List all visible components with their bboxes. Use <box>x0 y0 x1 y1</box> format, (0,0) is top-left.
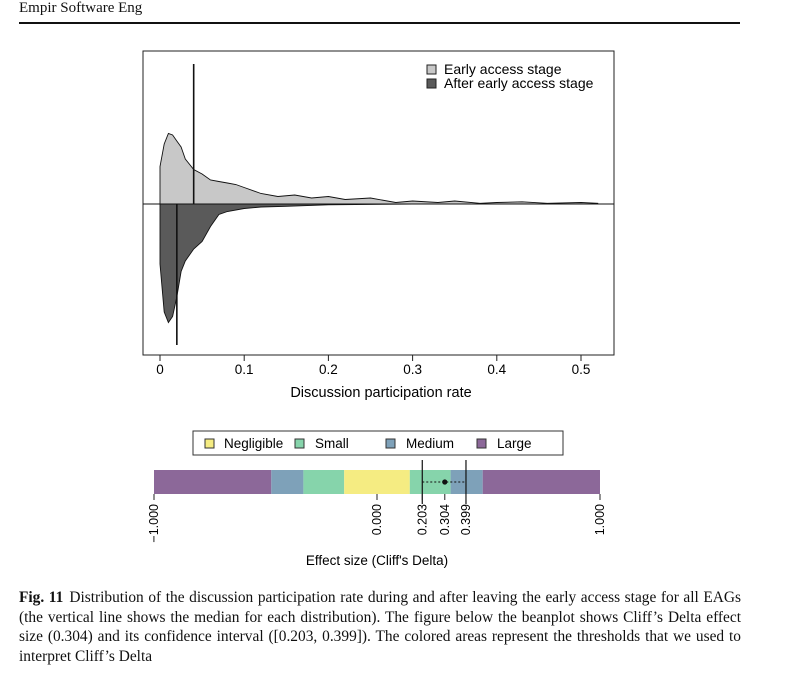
caption-text: Distribution of the discussion participa… <box>19 589 742 665</box>
effect-tick-label: −1.000 <box>147 504 161 543</box>
x-axis-label: Discussion participation rate <box>290 385 471 401</box>
region-large <box>482 470 600 494</box>
x-tick-label: 0.4 <box>487 362 506 377</box>
effect-legend-box <box>192 430 564 456</box>
effect-tick-label: 0.399 <box>459 504 473 535</box>
region-large <box>154 470 272 494</box>
beanplot-area <box>159 64 599 345</box>
legend-swatch-negligible <box>204 438 215 449</box>
effect-tick-label: 0.203 <box>415 504 429 535</box>
figure-caption: Fig. 11 Distribution of the discussion pa… <box>19 588 741 666</box>
bean-density-early <box>159 132 599 205</box>
x-tick-label: 0.1 <box>235 362 254 377</box>
effect-estimate-point <box>442 479 448 485</box>
effect-tick-label: 1.000 <box>593 504 607 535</box>
x-tick-label: 0.2 <box>319 362 338 377</box>
legend-label-small: Small <box>315 436 349 451</box>
figure-11: 0 0.1 0.2 0.3 0.4 0.5 Discussion participatio… <box>142 50 615 568</box>
effect-tick-label: 0.304 <box>438 504 452 535</box>
region-negligible <box>344 470 410 494</box>
bean-density-after <box>159 203 598 324</box>
beanplot-legend: Early access stage After early access st… <box>426 61 594 91</box>
legend-swatch-after <box>426 78 437 89</box>
x-axis: 0 0.1 0.2 0.3 0.4 0.5 <box>156 355 590 377</box>
legend-label-medium: Medium <box>406 436 454 451</box>
effect-size-axis-label: Effect size (Cliff's Delta) <box>306 553 448 568</box>
legend-swatch-early <box>426 64 437 75</box>
region-small <box>303 470 345 494</box>
legend-swatch-large <box>476 438 487 449</box>
region-medium <box>271 470 304 494</box>
legend-label-early: Early access stage <box>444 61 562 77</box>
header-rule <box>19 22 740 24</box>
legend-swatch-small <box>294 438 305 449</box>
effect-tick-label: 0.000 <box>370 504 384 535</box>
x-tick-label: 0 <box>156 362 164 377</box>
x-tick-label: 0.3 <box>403 362 422 377</box>
effect-size-strip: −1.000 0.000 0.203 0.304 0.399 1.000 <box>147 460 607 543</box>
legend-label-after: After early access stage <box>444 75 594 91</box>
legend-swatch-medium <box>385 438 396 449</box>
x-tick-label: 0.5 <box>572 362 591 377</box>
running-head: Empir Software Eng <box>19 0 143 16</box>
legend-label-large: Large <box>497 436 532 451</box>
figure-label: Fig. 11 <box>19 589 64 606</box>
legend-label-negligible: Negligible <box>224 436 283 451</box>
effect-size-legend: Negligible Small Medium Large <box>192 430 564 456</box>
